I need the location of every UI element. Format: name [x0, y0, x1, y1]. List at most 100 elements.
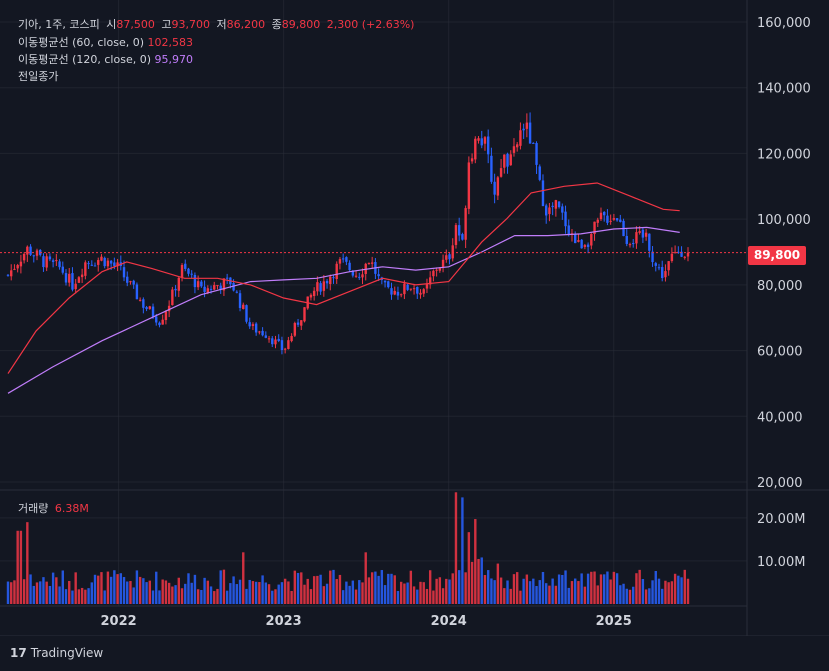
- candle-body: [615, 218, 619, 221]
- candle-body: [499, 168, 503, 177]
- candle-body: [222, 278, 226, 291]
- symbol-legend[interactable]: 기아, 1주, 코스피 시87,500 고93,700 저86,200 종89,…: [18, 17, 414, 33]
- candle-body: [61, 266, 64, 273]
- candle-body: [612, 218, 616, 220]
- candle-body: [367, 262, 371, 264]
- volume-bar: [13, 580, 16, 604]
- volume-bar: [161, 579, 164, 604]
- candle-body: [10, 270, 13, 277]
- volume-bar: [412, 586, 416, 604]
- volume-bar: [68, 580, 71, 604]
- volume-bar: [474, 519, 477, 604]
- candle-body: [464, 208, 467, 240]
- volume-bar: [180, 588, 184, 604]
- volume-bar: [113, 570, 116, 604]
- ma120-legend[interactable]: 이동평균선 (120, close, 0) 95,970: [18, 52, 193, 68]
- candle-body: [632, 243, 635, 245]
- prev-close-label: 전일종가: [18, 70, 59, 83]
- volume-bar: [496, 563, 500, 604]
- volume-bar: [509, 588, 512, 604]
- candle-body: [590, 233, 593, 246]
- candle-body: [422, 289, 425, 294]
- candle-body: [412, 288, 416, 290]
- volume-bar: [287, 581, 290, 604]
- candle-body: [641, 229, 645, 238]
- volume-bar: [100, 572, 103, 604]
- volume-bar: [483, 575, 487, 604]
- candle-body: [242, 304, 245, 309]
- candle-body: [274, 339, 277, 345]
- candle-body: [132, 280, 135, 285]
- candle-body: [87, 263, 90, 265]
- candle-body: [235, 291, 239, 293]
- volume-bar: [174, 585, 177, 604]
- volume-bar: [403, 583, 406, 604]
- candle-body: [200, 281, 203, 287]
- volume-bar: [493, 580, 496, 604]
- volume-legend[interactable]: 거래량 6.38M: [18, 501, 89, 517]
- volume-bar: [319, 574, 322, 604]
- candle-body: [609, 220, 612, 222]
- ma60-line: [7, 182, 680, 374]
- volume-bar: [612, 571, 616, 604]
- ma60-legend[interactable]: 이동평균선 (60, close, 0) 102,583: [18, 35, 193, 51]
- volume-bar: [167, 582, 171, 604]
- prev-close-legend[interactable]: 전일종가: [18, 69, 58, 85]
- candle-body: [45, 256, 48, 268]
- candle-body: [264, 335, 268, 338]
- candle-body: [13, 268, 16, 270]
- candle-body: [519, 130, 522, 146]
- volume-bar: [283, 578, 287, 604]
- candle-body: [145, 307, 148, 310]
- volume-bar: [109, 576, 113, 604]
- volume-bar: [461, 497, 464, 604]
- candle-body: [441, 259, 445, 268]
- volume-bar: [538, 580, 541, 604]
- candle-body: [432, 270, 435, 277]
- volume-bar: [254, 581, 258, 604]
- candle-body: [142, 299, 145, 308]
- tradingview-icon: 17: [10, 646, 27, 660]
- candle-body: [580, 239, 583, 249]
- price-tick-label: 140,000: [757, 82, 811, 97]
- volume-bar: [77, 589, 81, 604]
- volume-bar: [364, 552, 367, 604]
- volume-bar: [80, 587, 84, 604]
- candle-body: [312, 290, 316, 297]
- volume-bar: [48, 585, 52, 604]
- candle-body: [661, 267, 664, 279]
- volume-bar: [409, 570, 413, 604]
- volume-bar: [503, 588, 506, 604]
- candle-body: [377, 274, 380, 277]
- price-chart[interactable]: 20,000 40,000 60,000 80,000 100,000 120,000 14…: [0, 0, 829, 636]
- candle-body: [158, 322, 161, 326]
- candle-body: [135, 284, 139, 300]
- candle-body: [683, 256, 686, 258]
- candle-body: [103, 257, 106, 267]
- volume-bar: [97, 575, 100, 604]
- candle-body: [574, 234, 577, 244]
- change-value: 2,300 (+2.63%): [326, 18, 415, 31]
- candle-body: [151, 306, 155, 318]
- candle-body: [55, 260, 58, 262]
- candle-body: [109, 260, 113, 264]
- volume-bar: [406, 582, 409, 604]
- candle-body: [232, 283, 235, 291]
- volume-bar: [680, 577, 683, 604]
- tradingview-logo[interactable]: 17 TradingView: [10, 646, 103, 660]
- volume-bar: [512, 574, 516, 604]
- volume-bar: [309, 589, 313, 604]
- candle-body: [635, 232, 638, 244]
- candle-body: [525, 122, 529, 129]
- candle-body: [303, 307, 306, 322]
- volume-bar: [683, 569, 686, 604]
- volume-bar: [577, 581, 580, 604]
- volume-bar: [209, 586, 213, 604]
- candle-body: [583, 245, 587, 247]
- candle-body: [267, 338, 271, 340]
- ma120-label: 이동평균선 (120, close, 0): [18, 53, 151, 66]
- volume-bar: [457, 570, 461, 604]
- volume-bar: [480, 557, 483, 604]
- volume-bar: [557, 574, 561, 604]
- candle-body: [686, 252, 690, 257]
